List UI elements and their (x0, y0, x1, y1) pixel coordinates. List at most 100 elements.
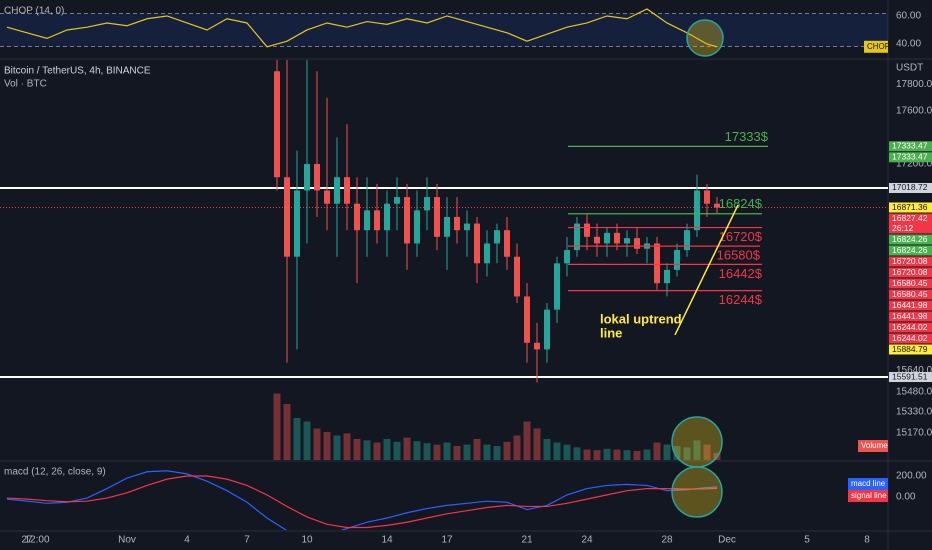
x-tick-label: 17 (441, 535, 453, 546)
volume-bar (643, 449, 651, 460)
y-tick-label: 200.00 (896, 471, 927, 482)
price-tag (889, 202, 932, 213)
candle-body (564, 250, 570, 264)
volume-bar (573, 447, 581, 460)
candle-body (324, 190, 330, 204)
candle-body (574, 223, 580, 251)
candle-body (514, 256, 520, 297)
candle-body (394, 197, 400, 204)
price-tag (889, 311, 932, 322)
candle-body (294, 190, 300, 257)
candle-body (504, 230, 510, 257)
legend-tag (858, 440, 888, 452)
candle-body (594, 236, 600, 244)
x-tick-label: 21 (521, 535, 533, 546)
price-tag (889, 289, 932, 300)
x-tick-label: 28 (661, 535, 673, 546)
volume-bar (563, 444, 571, 460)
candle-body (664, 269, 670, 284)
volume-bar (273, 393, 281, 460)
line-series (6, 475, 718, 529)
price-tag (889, 322, 932, 333)
volume-bar (473, 439, 481, 460)
candle-body (714, 203, 720, 208)
candle-body (684, 230, 690, 251)
price-tag-label: 16441.98 (892, 311, 928, 321)
level-label: 16580$ (717, 248, 761, 263)
volume-bar (433, 444, 441, 460)
trend-line (674, 204, 739, 336)
candle-body (634, 238, 640, 249)
candle-body (384, 203, 390, 231)
volume-bar (483, 444, 491, 460)
candle-body (424, 197, 430, 211)
y-tick-label: 15480.00 (896, 386, 932, 397)
symbol-title: Bitcoin / TetherUS, 4h, BINANCE (4, 66, 151, 77)
price-tag-label: 17333.47 (892, 141, 928, 151)
x-tick-label: Nov (118, 535, 136, 546)
level-label: 16442$ (719, 266, 763, 281)
volume-bar (603, 448, 611, 460)
y-tick-label: 15640.00 (896, 365, 932, 376)
legend-tag (848, 478, 888, 490)
volume-bar (633, 450, 641, 460)
price-tag (889, 267, 932, 278)
volume-bar (593, 450, 601, 460)
level-label: 16720$ (719, 229, 763, 244)
volume-bar (423, 443, 431, 460)
level-label: 16824$ (719, 196, 763, 211)
candle-body (674, 250, 680, 270)
price-tag (889, 278, 932, 289)
price-tag-label: 16441.98 (892, 300, 928, 310)
price-tag-label: 16827.42 (892, 213, 928, 223)
legend-tag (864, 40, 888, 53)
legend-tag-label: Volume (861, 441, 888, 450)
candle-body (334, 177, 340, 204)
price-tag-label: 16824.26 (892, 245, 928, 255)
candle-body (614, 232, 620, 244)
currency: USDT (896, 63, 923, 74)
candle-body (654, 243, 660, 284)
trend-label: lokal uptrend (600, 311, 682, 326)
volume-bar (503, 441, 511, 460)
legend-label: signal line (851, 491, 887, 500)
volume-bar (453, 446, 461, 460)
highlight-circle (686, 19, 724, 57)
volume-bar (393, 441, 401, 460)
volume-bar (293, 418, 301, 460)
y-tick-label: 40.00 (896, 39, 921, 50)
legend-label: macd line (851, 479, 886, 488)
volume-bar (553, 442, 561, 460)
candle-body (274, 71, 280, 178)
candle-body (414, 210, 420, 244)
volume-bar (333, 435, 341, 460)
candle-body (344, 177, 350, 204)
volume-bar (493, 446, 501, 460)
price-tag (889, 141, 932, 152)
candle-body (364, 210, 370, 231)
volume-bar (673, 446, 681, 460)
candle-body (354, 203, 360, 231)
volume-bar (663, 444, 671, 460)
volume-bar (683, 447, 691, 460)
volume-bar (323, 432, 331, 460)
price-tag (889, 245, 932, 256)
candle-body (474, 223, 480, 264)
candle-body (704, 190, 710, 204)
level-label: 17333$ (725, 129, 769, 144)
y-tick-label: 17200.00 (896, 159, 932, 170)
volume-bar (363, 440, 371, 460)
candle-body (604, 232, 610, 244)
indicator-title: macd (12, 26, close, 9) (4, 467, 106, 478)
volume-bar (283, 404, 291, 460)
price-tag-label: 16580.45 (892, 278, 928, 288)
highlight-circle (671, 416, 723, 468)
indicator-title: CHOP (14, 0) (4, 6, 64, 17)
price-tag (889, 213, 932, 234)
volume-bar (693, 440, 701, 460)
price-tag-label: 15591.51 (892, 371, 928, 381)
y-tick-label: 15330.00 (896, 406, 932, 417)
price-tag-label: 17333.47 (892, 152, 928, 162)
